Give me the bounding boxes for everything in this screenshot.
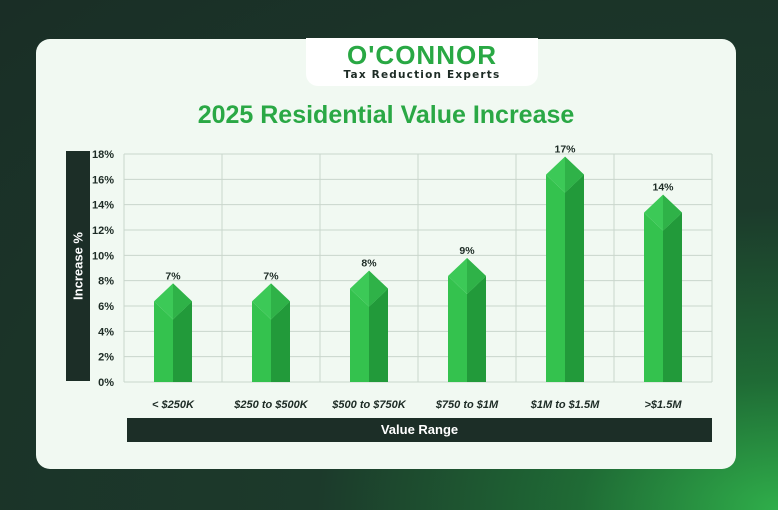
y-tick-label: 10% [92,250,114,262]
bar-shade [173,301,192,382]
bar [252,301,271,382]
x-tick-label: < $250K [152,399,195,411]
data-label: 7% [263,270,279,282]
y-tick-label: 4% [98,326,114,338]
bar [350,288,369,382]
chart-card: O'CONNOR Tax Reduction Experts 2025 Resi… [36,38,736,469]
x-axis-label: Value Range [127,418,712,442]
bar-cap-shade [565,156,584,193]
bar-shade [271,301,290,382]
bar-shade [565,174,584,382]
data-label: 9% [459,245,475,257]
x-tick-label: $250 to $500K [233,399,308,411]
bar-shade [663,212,682,382]
data-label: 8% [361,258,377,270]
bar-cap-shade [271,283,290,320]
y-axis-label-box: Increase % [66,151,90,381]
bar [154,301,173,382]
data-label: 17% [554,144,576,156]
chart-title: 2025 Residential Value Increase [197,101,575,129]
bar [546,174,565,382]
data-label: 7% [165,270,181,282]
y-tick-label: 16% [92,174,114,186]
y-tick-label: 6% [98,301,114,313]
y-tick-label: 18% [92,149,114,161]
logo-tagline: Tax Reduction Experts [343,69,501,81]
x-tick-label: >$1.5M [645,399,683,411]
bar-shade [467,276,486,382]
y-tick-label: 14% [92,200,114,212]
logo: O'CONNOR Tax Reduction Experts [306,38,538,86]
x-tick-label: $500 to $750K [331,399,406,411]
bar-cap-shade [369,270,388,307]
bar [448,276,467,382]
bar-cap-shade [663,194,682,231]
y-tick-label: 8% [98,276,114,288]
bar [644,212,663,382]
x-tick-label: $1M to $1.5M [530,399,600,411]
bar-cap-shade [173,283,192,320]
bar-cap-shade [467,258,486,294]
data-label: 14% [652,182,674,194]
x-tick-label: $750 to $1M [435,399,499,411]
y-tick-label: 12% [92,225,114,237]
y-tick-label: 0% [98,377,114,389]
y-tick-label: 2% [98,352,114,364]
bar-shade [369,288,388,382]
logo-wordmark: O'CONNOR [347,40,497,70]
